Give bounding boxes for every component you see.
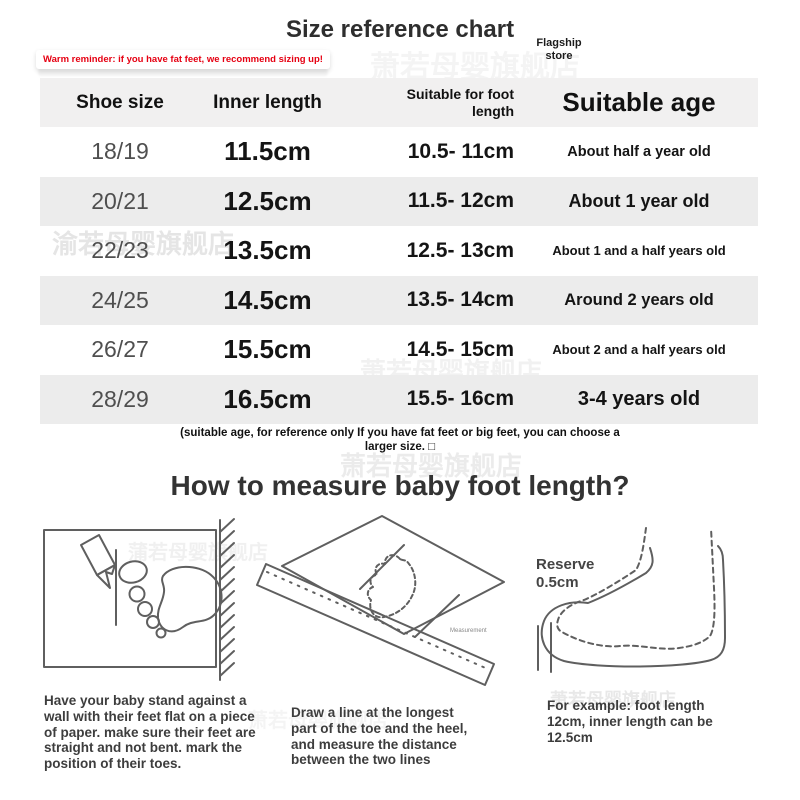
cell-foot-length: 15.5- 16cm xyxy=(406,387,514,411)
shoe-profile-illustration xyxy=(518,520,768,688)
cell-shoe-size: 24/25 xyxy=(91,286,149,313)
table-row: 18/19 11.5cm 10.5- 11cm About half a yea… xyxy=(40,127,758,177)
section-title: How to measure baby foot length? xyxy=(170,470,630,501)
table-row: 24/25 14.5cm 13.5- 14cm Around 2 years o… xyxy=(40,275,758,325)
ruler-measure-illustration: Measurement xyxy=(254,502,514,692)
cell-inner-length: 12.5cm xyxy=(223,185,312,216)
cell-suitable-age: About 1 year old xyxy=(568,190,710,211)
cell-suitable-age: 3-4 years old xyxy=(577,387,701,410)
page-title: Size reference chart xyxy=(285,16,515,43)
figure-caption: For example: foot length 12cm, inner len… xyxy=(547,698,713,745)
header-shoe-size: Shoe size xyxy=(76,91,164,113)
table-row: 22/23 13.5cm 12.5- 13cm About 1 and a ha… xyxy=(40,226,758,276)
cell-inner-length: 13.5cm xyxy=(223,235,312,266)
header-suitable-age: Suitable age xyxy=(562,87,716,117)
cell-shoe-size: 22/23 xyxy=(91,237,149,264)
cell-inner-length: 14.5cm xyxy=(223,284,312,315)
figure-caption: Draw a line at the longest part of the t… xyxy=(291,705,468,768)
cell-suitable-age: About 1 and a half years old xyxy=(552,243,726,259)
table-row: 26/27 15.5cm 14.5- 15cm About 2 and a ha… xyxy=(40,325,758,375)
ruler-label: Measurement xyxy=(450,628,487,634)
figure-caption: Have your baby stand against a wall with… xyxy=(44,693,256,772)
store-badge: Flagship store xyxy=(536,37,582,62)
cell-shoe-size: 18/19 xyxy=(91,138,149,165)
table-note: (suitable age, for reference only If you… xyxy=(180,427,620,454)
table-row: 28/29 16.5cm 15.5- 16cm 3-4 years old xyxy=(40,374,758,424)
cell-suitable-age: About half a year old xyxy=(567,143,711,160)
table-header-row: Shoe size Inner length Suitable for foot… xyxy=(40,78,758,127)
cell-suitable-age: Around 2 years old xyxy=(564,290,714,309)
trace-foot-illustration xyxy=(36,512,248,684)
warning-banner: Warm reminder: if you have fat feet, we … xyxy=(36,50,330,69)
cell-inner-length: 16.5cm xyxy=(223,383,312,414)
table-row: 20/21 12.5cm 11.5- 12cm About 1 year old xyxy=(40,176,758,226)
cell-foot-length: 13.5- 14cm xyxy=(406,288,514,312)
cell-shoe-size: 26/27 xyxy=(91,336,149,363)
cell-suitable-age: About 2 and a half years old xyxy=(552,342,726,358)
cell-inner-length: 15.5cm xyxy=(223,334,312,365)
cell-shoe-size: 28/29 xyxy=(91,385,149,412)
watermark-smudge xyxy=(38,69,328,76)
cell-inner-length: 11.5cm xyxy=(224,136,311,167)
header-foot-length: Suitable for foot length xyxy=(406,86,514,119)
cell-shoe-size: 20/21 xyxy=(91,187,149,214)
size-table: Shoe size Inner length Suitable for foot… xyxy=(40,78,758,424)
cell-foot-length: 11.5- 12cm xyxy=(407,189,514,213)
cell-foot-length: 14.5- 15cm xyxy=(406,337,514,361)
header-inner-length: Inner length xyxy=(213,91,322,113)
cell-foot-length: 10.5- 11cm xyxy=(407,139,514,163)
cell-foot-length: 12.5- 13cm xyxy=(406,238,514,262)
reserve-label: Reserve 0.5cm xyxy=(536,556,595,591)
